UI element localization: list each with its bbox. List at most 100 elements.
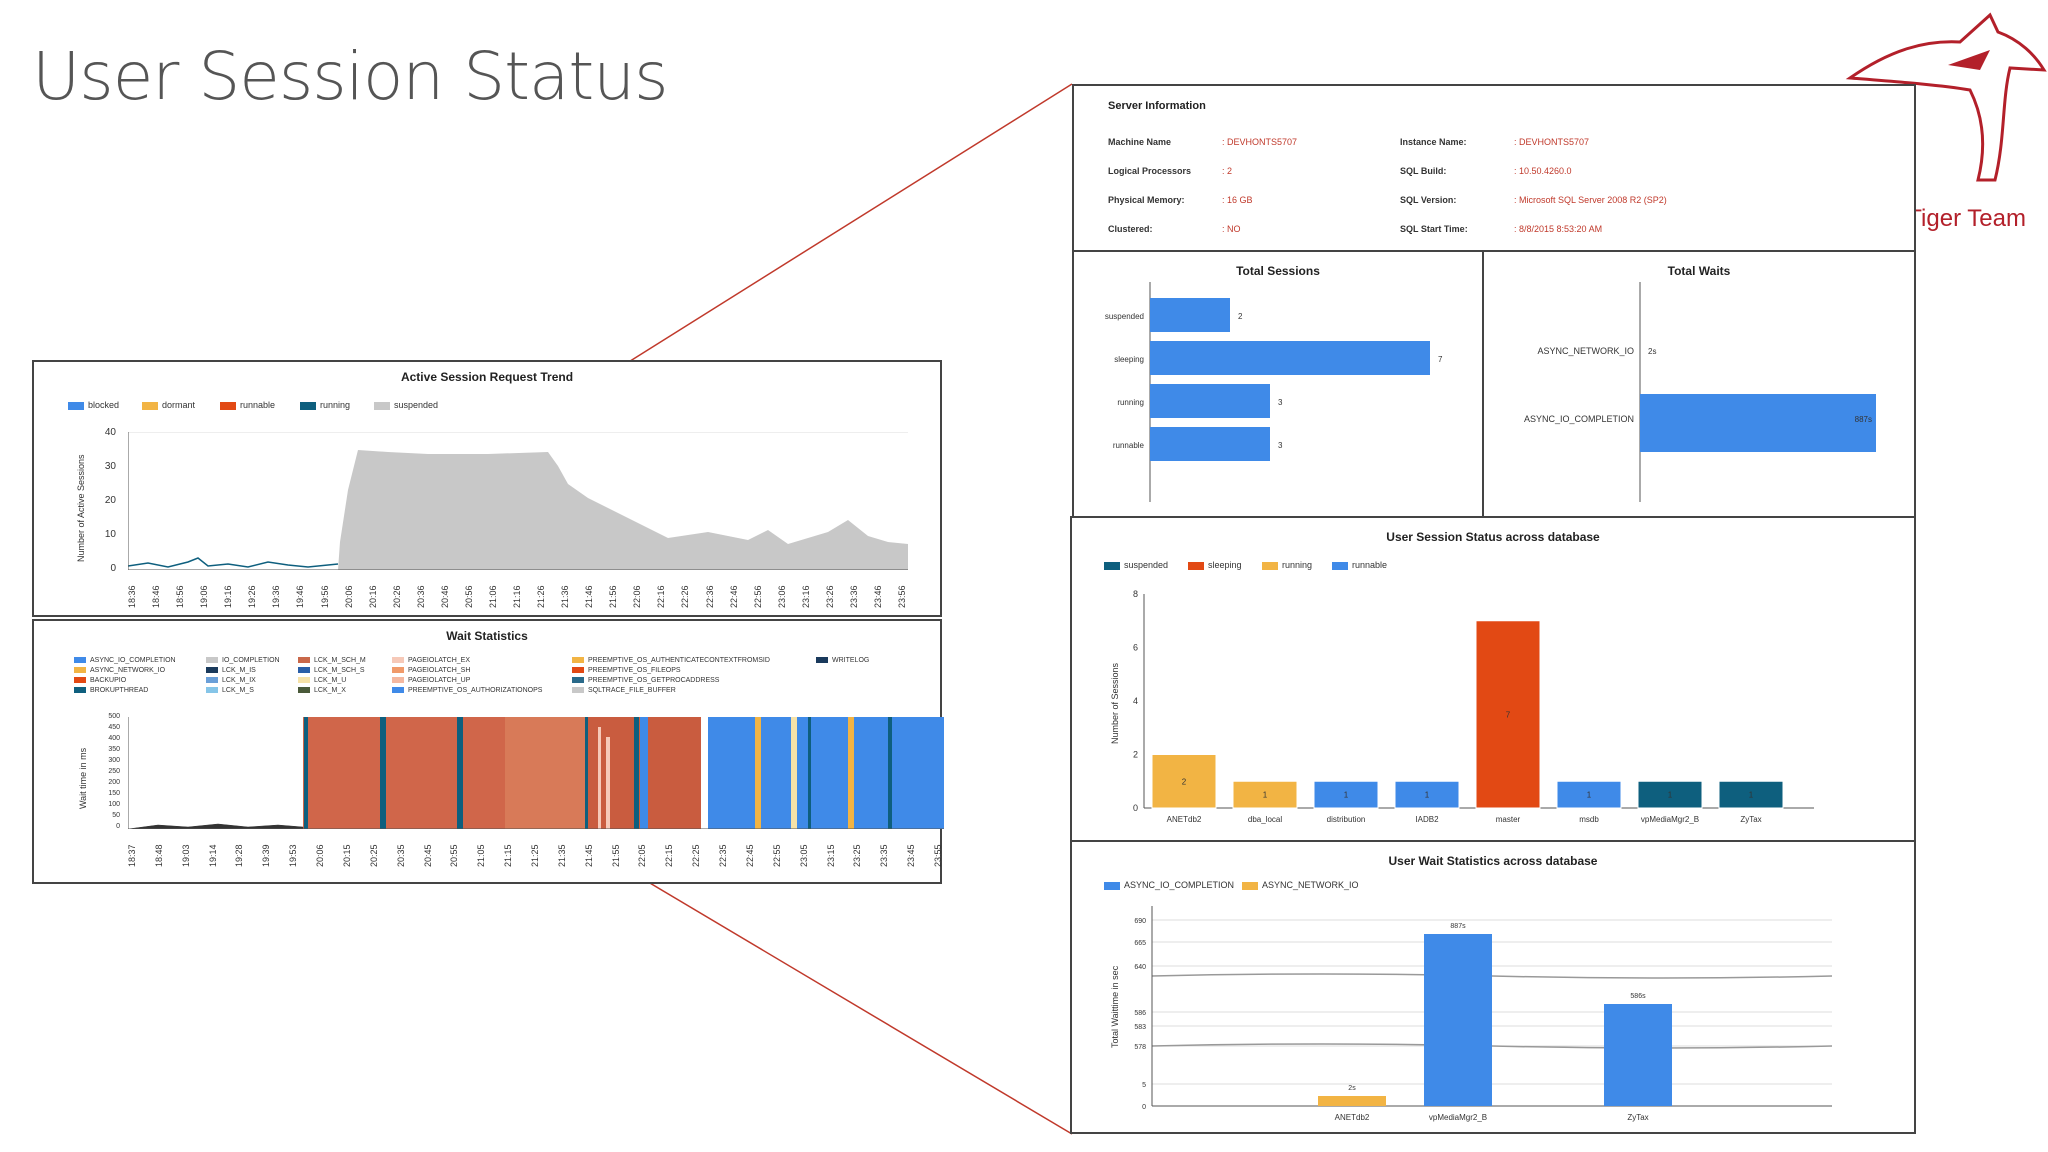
- x-tick: 23:15: [825, 844, 836, 867]
- value-label: 7: [1438, 355, 1443, 364]
- y-tick: 5: [1142, 1082, 1146, 1089]
- wait-legend-item: LCK_M_X: [298, 687, 346, 694]
- chart-title: Total Sessions: [1236, 264, 1320, 278]
- y-tick: 400: [108, 735, 120, 742]
- category-label: distribution: [1327, 815, 1366, 824]
- value-label: 2: [1238, 312, 1243, 321]
- x-tick: 19:14: [207, 844, 218, 867]
- x-tick: 23:16: [800, 585, 811, 608]
- x-tick: 22:46: [728, 585, 739, 608]
- x-tick: 22:36: [704, 585, 715, 608]
- wait-statistics-panel: Wait Statistics ASYNC_IO_COMPLETION ASYNC…: [32, 619, 944, 884]
- x-tick: 20:55: [449, 844, 460, 867]
- sql-build-label: SQL Build:: [1400, 166, 1447, 176]
- bar: [1475, 620, 1541, 809]
- legend-running: running: [1262, 560, 1312, 570]
- value-label: 586s: [1630, 993, 1646, 1000]
- bar: [1313, 780, 1379, 809]
- x-tick: 23:45: [906, 844, 917, 867]
- category-label: vpMediaMgr2_B: [1641, 815, 1699, 824]
- chart-title: Total Waits: [1667, 264, 1731, 278]
- x-tick: 23:26: [824, 585, 835, 608]
- y-axis-label: Number of Active Sessions: [76, 454, 86, 562]
- machine-name-label: Machine Name: [1108, 137, 1172, 147]
- y-tick: 10: [104, 529, 116, 540]
- total-sessions-chart: suspended 2 sleeping 7 running 3 runnable 3: [1105, 282, 1443, 502]
- db-waits-panel: User Wait Statistics across database ASY…: [1070, 840, 1916, 1134]
- total-waits-chart: ASYNC_NETWORK_IO 2s ASYNC_IO_COMPLETION 887…: [1524, 282, 1876, 502]
- x-tick: 19:56: [319, 585, 330, 608]
- value-label: 2s: [1648, 347, 1656, 356]
- x-tick: 23:55: [933, 844, 943, 867]
- wait-legend-item: PAGEIOLATCH_SH: [392, 667, 470, 674]
- wait-legend-item: IO_COMPLETION: [206, 657, 280, 664]
- logical-processors-label: Logical Processors: [1108, 166, 1192, 176]
- x-tick: 18:36: [127, 585, 137, 608]
- value-label: 887s: [1855, 415, 1872, 424]
- x-tick: 19:46: [295, 585, 306, 608]
- y-tick: 100: [108, 801, 120, 808]
- category-label: master: [1496, 815, 1521, 824]
- y-tick: 640: [1134, 964, 1146, 971]
- wait-legend-item: BACKUPIO: [74, 677, 126, 684]
- x-tick: 20:46: [439, 585, 450, 608]
- bar: [1150, 384, 1270, 418]
- category-label: ANETdb2: [1335, 1113, 1370, 1122]
- server-info-title: Server Information: [1108, 100, 1206, 112]
- x-tick: 22:26: [680, 585, 691, 608]
- x-tick: 22:05: [637, 844, 648, 867]
- x-tick: 23:25: [852, 844, 863, 867]
- wait-legend-item: BROKUPTHREAD: [74, 687, 148, 694]
- y-tick: 0: [1133, 803, 1138, 813]
- x-tick: 19:53: [288, 844, 299, 867]
- y-tick: 2: [1133, 750, 1138, 760]
- sql-version-label: SQL Version:: [1400, 195, 1457, 205]
- y-tick: 40: [104, 427, 116, 438]
- value-label: 7: [1506, 710, 1511, 719]
- clustered-label: Clustered:: [1108, 224, 1153, 234]
- value-label: 1: [1749, 791, 1754, 800]
- chart-title: Active Session Request Trend: [400, 370, 574, 384]
- bar: [1637, 780, 1703, 809]
- physical-memory-value: : 16 GB: [1222, 195, 1253, 205]
- category-label: ANETdb2: [1167, 815, 1202, 824]
- bar: [1718, 780, 1784, 809]
- category-label: ZyTax: [1740, 815, 1761, 824]
- x-tick: 22:15: [664, 844, 675, 867]
- tiger-logo: [1845, 12, 2047, 182]
- x-tick: 21:06: [487, 585, 498, 608]
- value-label: 1: [1263, 791, 1268, 800]
- y-tick: 150: [108, 790, 120, 797]
- instance-name-value: : DEVHONTS5707: [1514, 137, 1590, 147]
- y-tick: 500: [108, 713, 120, 720]
- wait-stacked-plot: [128, 717, 944, 829]
- category-label: ZyTax: [1627, 1113, 1648, 1122]
- sql-start-time-label: SQL Start Time:: [1400, 224, 1468, 234]
- legend-suspended: suspended: [374, 400, 438, 410]
- x-tick: 21:15: [503, 844, 514, 867]
- x-tick: 22:56: [752, 585, 763, 608]
- x-tick: 22:55: [771, 844, 782, 867]
- x-tick: 19:16: [223, 585, 234, 608]
- value-label: 1: [1425, 791, 1430, 800]
- active-session-trend-panel: Active Session Request Trend blocked dor…: [32, 360, 942, 617]
- y-tick: 300: [108, 757, 120, 764]
- category-label: ASYNC_NETWORK_IO: [1537, 346, 1634, 356]
- bar: [1556, 780, 1622, 809]
- bar: [1604, 1004, 1672, 1106]
- x-tick: 21:45: [583, 844, 594, 867]
- x-tick: 22:25: [691, 844, 702, 867]
- value-label: 3: [1278, 441, 1283, 450]
- wait-legend-item: LCK_M_IS: [206, 667, 256, 674]
- wait-legend-item: PREEMPTIVE_OS_FILEOPS: [572, 667, 681, 674]
- category-label: running: [1117, 398, 1144, 407]
- x-tick: 21:46: [584, 585, 595, 608]
- x-tick: 19:06: [199, 585, 210, 608]
- db-sessions-chart: 8 6 4 2 0 2 ANETdb2 1 dba_local 1 distribution 1 IAD…: [1133, 589, 1814, 824]
- wait-legend-item: ASYNC_IO_COMPLETION: [74, 657, 176, 664]
- x-tick: 19:26: [247, 585, 258, 608]
- category-label: IADB2: [1415, 815, 1439, 824]
- wait-legend-item: PAGEIOLATCH_EX: [392, 657, 470, 664]
- y-tick: 30: [104, 461, 116, 472]
- x-tick: 18:46: [151, 585, 162, 608]
